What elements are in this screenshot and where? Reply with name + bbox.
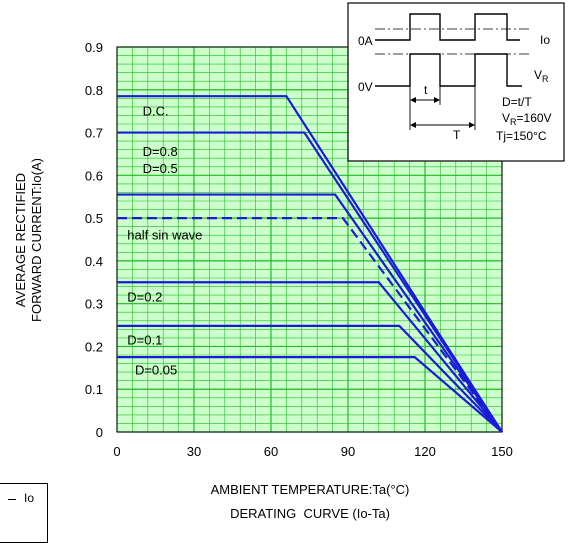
series-line-6	[117, 356, 503, 433]
voltage-waveform	[375, 53, 522, 87]
inset-vr-sub: R	[542, 74, 549, 84]
series-label-0: D.C.	[143, 103, 169, 118]
inset-0a-label: 0A	[358, 34, 373, 48]
y-axis-label-line-1: AVERAGE RECTIFIED	[13, 173, 28, 307]
series-labels: D.C. D=0.8 D=0.5 half sin wave D=0.2 D=0.1 D=0…	[127, 103, 202, 377]
series-line-0	[117, 95, 503, 433]
series-label-1: D=0.8	[143, 144, 178, 159]
series-label-4: D=0.2	[127, 290, 162, 305]
x-tick-label: 30	[187, 444, 201, 459]
y-tick-label: 0.1	[85, 382, 103, 397]
y-tick-label: 0.6	[85, 168, 103, 183]
inset-0v-label: 0V	[358, 80, 373, 94]
x-tick-label: 90	[341, 444, 355, 459]
y-tick-label: 0.2	[85, 339, 103, 354]
series-label-3: half sin wave	[127, 228, 202, 243]
x-tick-label: 150	[491, 444, 513, 459]
stray-waveform-line	[8, 499, 16, 500]
derating-curves	[117, 95, 503, 433]
y-tick-label: 0.3	[85, 297, 103, 312]
series-line-2	[117, 193, 503, 433]
inset-tj-value: Tj=150°C	[496, 129, 547, 143]
y-tick-label: 0.4	[85, 254, 103, 269]
inset-vr-value: VR=160V	[502, 111, 552, 127]
x-tick-labels: 0 30 60 90 120 150	[113, 444, 512, 459]
inset-io-label: Io	[540, 33, 550, 47]
y-tick-label: 0.8	[85, 83, 103, 98]
series-line-1	[117, 131, 503, 433]
y-tick-label: 0	[96, 425, 103, 440]
inset-vr-main: V	[534, 68, 542, 82]
inset-vr-value-main: V	[502, 111, 510, 125]
inset-vr-value-rest: =160V	[517, 111, 552, 125]
x-tick-label: 0	[113, 444, 120, 459]
y-tick-labels: 0 0.1 0.2 0.3 0.4 0.5 0.6 0.7 0.8 0.9	[85, 40, 103, 440]
stray-io-label: Io	[24, 491, 35, 505]
waveform-inset: Io 0A 0V VR t T D=t/T VR=160V Tj=150°C	[347, 2, 565, 162]
chart-caption: DERATING CURVE (Io-Ta)	[230, 506, 390, 521]
inset-T-label: T	[453, 128, 461, 142]
inset-t-label: t	[424, 83, 428, 97]
series-line-5	[117, 324, 503, 433]
series-line-4	[117, 281, 503, 433]
current-waveform	[375, 13, 520, 41]
y-axis-label-line-2: FORWARD CURRENT:Io(A)	[29, 158, 44, 322]
series-label-6: D=0.05	[135, 362, 177, 377]
inset-vr-value-sub: R	[510, 117, 517, 127]
series-line-3	[117, 217, 503, 433]
inset-vr-label: VR	[534, 68, 549, 84]
x-axis-label: AMBIENT TEMPERATURE:Ta(°C)	[211, 482, 410, 497]
y-tick-label: 0.5	[85, 211, 103, 226]
x-tick-label: 60	[264, 444, 278, 459]
derating-chart: 0 0.1 0.2 0.3 0.4 0.5 0.6 0.7 0.8 0.9 0 30 60 90 120 1…	[13, 2, 565, 521]
y-tick-label: 0.9	[85, 40, 103, 55]
y-tick-label: 0.7	[85, 126, 103, 141]
series-label-2: D=0.5	[143, 161, 178, 176]
x-tick-label: 120	[414, 444, 436, 459]
series-label-5: D=0.1	[127, 332, 162, 347]
plot-frame	[116, 46, 503, 433]
inset-duty-formula: D=t/T	[502, 95, 532, 109]
